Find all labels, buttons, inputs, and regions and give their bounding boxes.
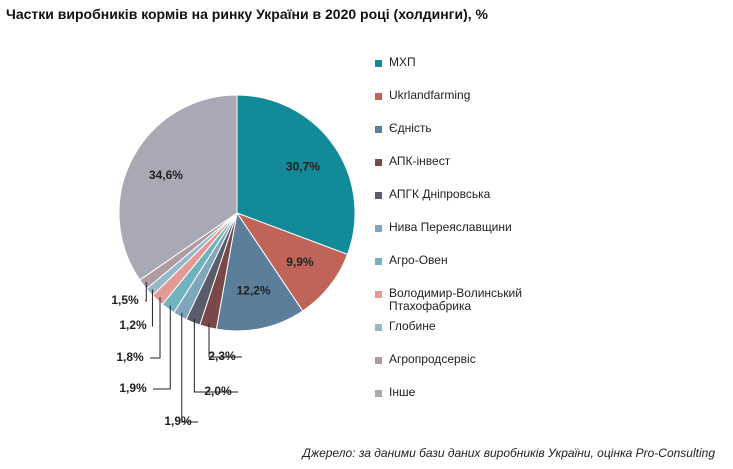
legend-swatch — [375, 225, 382, 232]
data-label: 1,9% — [119, 381, 147, 395]
legend-swatch — [375, 324, 382, 331]
leader-line — [208, 323, 242, 358]
legend-item: Ukrlandfarming — [375, 89, 575, 122]
legend-swatch — [375, 390, 382, 397]
legend-swatch — [375, 93, 382, 100]
leader-line — [193, 318, 238, 393]
leader-line — [151, 289, 153, 327]
source-note: Джерело: за даними бази даних виробників… — [302, 446, 715, 460]
legend-label: Агропродсервіс — [389, 352, 476, 366]
legend-item: АПК-інвест — [375, 155, 575, 188]
data-label: 2,0% — [204, 384, 232, 398]
legend-label: МХП — [389, 55, 416, 69]
leader-line — [145, 282, 147, 302]
data-label: 9,9% — [286, 255, 314, 269]
legend-swatch — [375, 159, 382, 166]
legend-item: Нива Переяславщини — [375, 221, 575, 254]
legend-item: Глобине — [375, 320, 575, 353]
legend-item: Інше — [375, 386, 575, 419]
legend-swatch — [375, 60, 382, 67]
pie-slice — [215, 211, 304, 332]
pie-slice — [118, 94, 238, 281]
legend-swatch — [375, 291, 382, 298]
legend: МХП Ukrlandfarming Єдність АПК-інвест АПГК Д… — [375, 56, 575, 419]
legend-label: Єдність — [389, 121, 432, 135]
data-label: 30,7% — [286, 159, 320, 173]
legend-item: АПГК Дніпровська — [375, 188, 575, 221]
data-label: 2,3% — [208, 349, 236, 363]
legend-label: АПК-інвест — [389, 154, 451, 168]
legend-swatch — [375, 258, 382, 265]
legend-label: Ukrlandfarming — [389, 88, 471, 102]
legend-item: Агро-Овен — [375, 254, 575, 287]
legend-label: Володимир-Волинський Птахофабрика — [389, 286, 522, 313]
legend-swatch — [375, 357, 382, 364]
legend-item: МХП — [375, 56, 575, 89]
data-label: 1,9% — [164, 414, 192, 428]
legend-swatch — [375, 192, 382, 199]
data-label: 12,2% — [237, 284, 271, 298]
leader-line — [150, 297, 161, 359]
legend-label: АПГК Дніпровська — [389, 187, 491, 201]
legend-item: Єдність — [375, 122, 575, 155]
pie-slice — [235, 211, 349, 312]
leader-line — [181, 312, 198, 423]
data-label: 1,8% — [116, 350, 144, 364]
data-label: 1,2% — [119, 318, 147, 332]
legend-swatch — [375, 126, 382, 133]
chart-title: Частки виробників кормів на ринку Україн… — [6, 6, 489, 22]
leader-line — [153, 305, 171, 390]
legend-item: Агропродсервіс — [375, 353, 575, 386]
legend-label: Агро-Овен — [389, 253, 448, 267]
legend-label: Нива Переяславщини — [389, 220, 512, 234]
data-label: 1,5% — [111, 293, 139, 307]
legend-label: Інше — [389, 385, 416, 399]
legend-label: Глобине — [389, 319, 436, 333]
legend-item: Володимир-Волинський Птахофабрика — [375, 287, 575, 320]
data-label: 34,6% — [149, 168, 183, 182]
pie-slice — [236, 94, 356, 256]
